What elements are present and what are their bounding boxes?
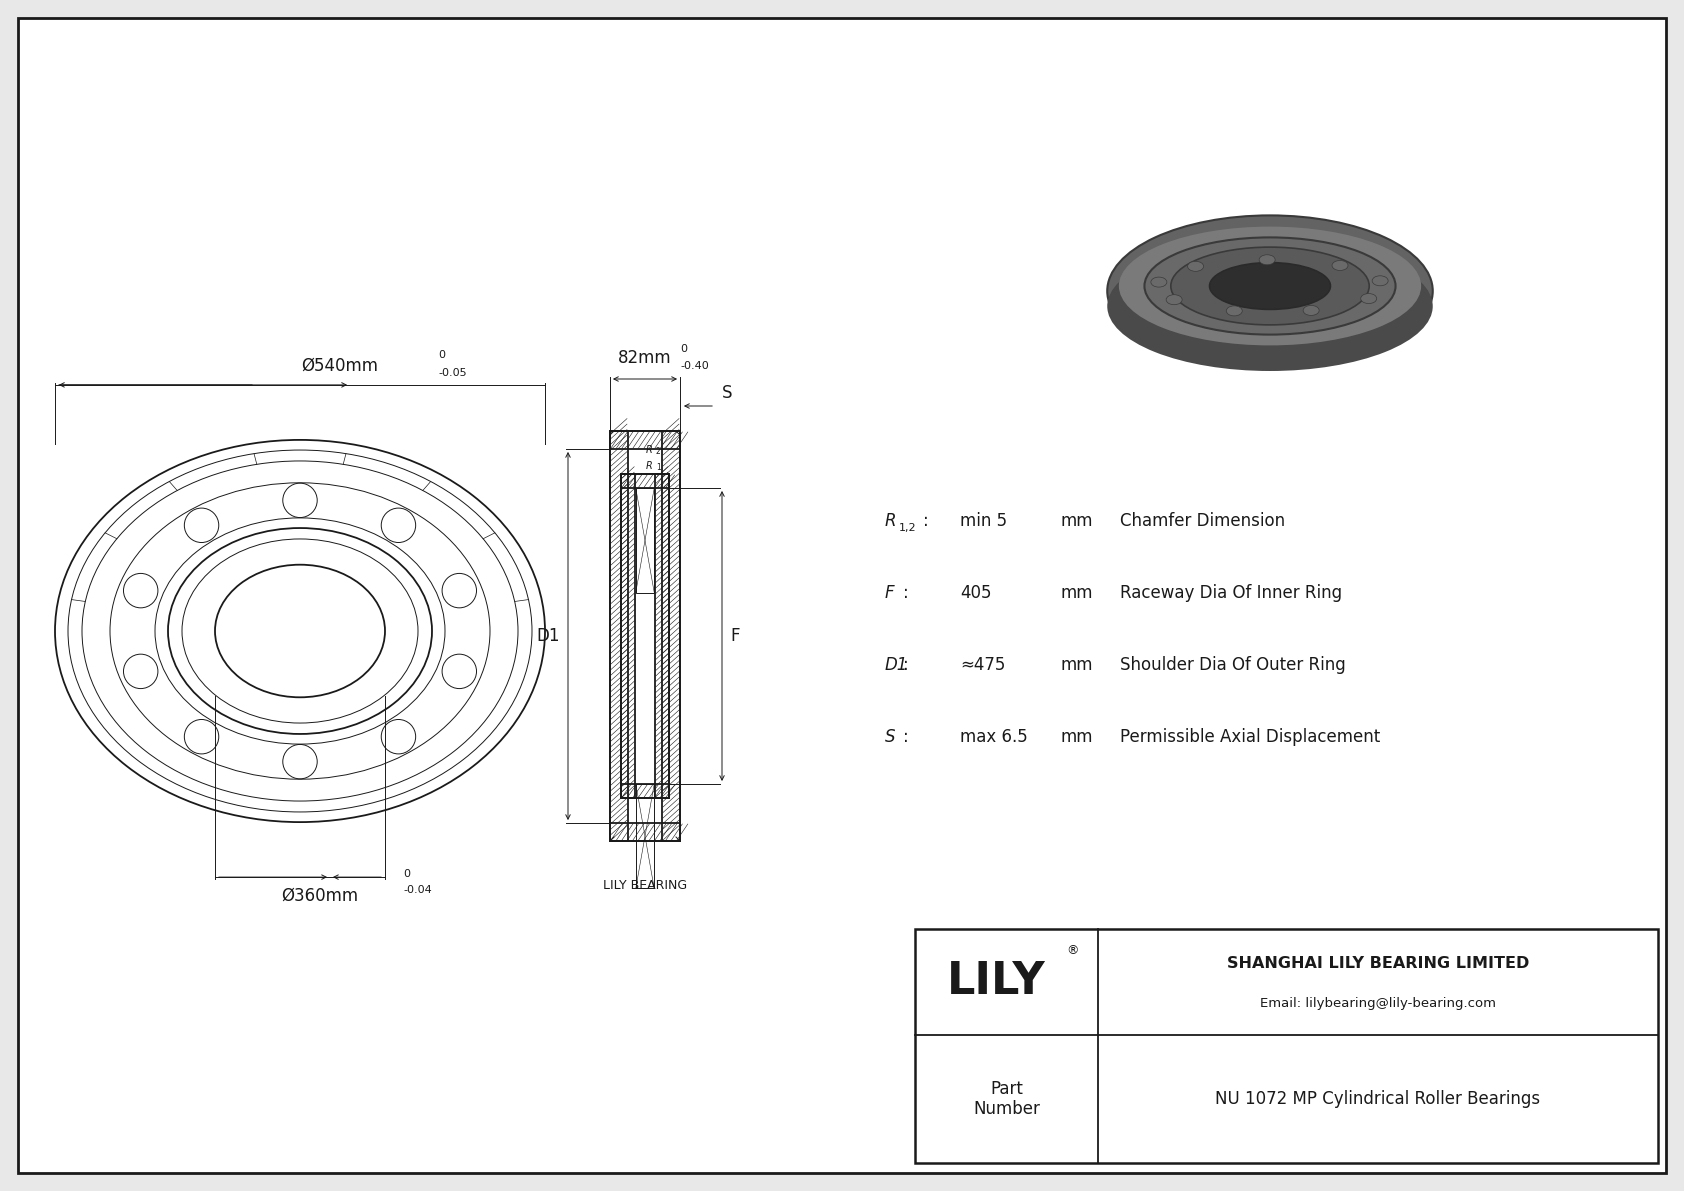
- Bar: [914, 929, 1659, 1162]
- Ellipse shape: [1145, 237, 1396, 335]
- Bar: [610, 431, 680, 449]
- Text: S: S: [886, 728, 896, 746]
- Ellipse shape: [1150, 278, 1167, 287]
- Ellipse shape: [1187, 261, 1204, 272]
- Text: Ø540mm: Ø540mm: [301, 357, 379, 375]
- Ellipse shape: [1372, 276, 1388, 286]
- Ellipse shape: [1303, 305, 1319, 316]
- Text: Email: lilybearing@lily-bearing.com: Email: lilybearing@lily-bearing.com: [1260, 998, 1495, 1010]
- Ellipse shape: [1118, 226, 1421, 345]
- Bar: [637, 784, 655, 888]
- Text: ≈475: ≈475: [960, 656, 1005, 674]
- Text: Ø360mm: Ø360mm: [281, 887, 359, 905]
- Text: Raceway Dia Of Inner Ring: Raceway Dia Of Inner Ring: [1120, 584, 1342, 601]
- Ellipse shape: [1165, 294, 1182, 305]
- Text: LILY: LILY: [946, 960, 1046, 1004]
- Text: F: F: [886, 584, 894, 601]
- Text: :: :: [903, 584, 909, 601]
- Ellipse shape: [1361, 293, 1378, 304]
- Bar: [662, 431, 680, 841]
- Text: 0: 0: [402, 869, 409, 879]
- Text: Chamfer Dimension: Chamfer Dimension: [1120, 512, 1285, 530]
- Text: Part
Number: Part Number: [973, 1079, 1041, 1118]
- Text: R: R: [886, 512, 896, 530]
- Text: max 6.5: max 6.5: [960, 728, 1027, 746]
- Ellipse shape: [1108, 242, 1433, 372]
- Text: S: S: [722, 384, 733, 403]
- Bar: [621, 474, 635, 798]
- Text: F: F: [729, 626, 739, 646]
- Text: R: R: [647, 461, 653, 470]
- Ellipse shape: [1260, 255, 1275, 264]
- Ellipse shape: [1170, 247, 1369, 325]
- Text: -0.40: -0.40: [680, 361, 709, 372]
- Bar: [637, 488, 655, 593]
- Bar: [610, 431, 628, 841]
- Text: mm: mm: [1059, 584, 1093, 601]
- Text: :: :: [903, 656, 909, 674]
- Text: min 5: min 5: [960, 512, 1007, 530]
- Text: Permissible Axial Displacement: Permissible Axial Displacement: [1120, 728, 1381, 746]
- Bar: [621, 784, 669, 798]
- Text: 82mm: 82mm: [618, 349, 672, 367]
- Bar: [655, 474, 669, 798]
- Text: 1: 1: [657, 463, 660, 472]
- Text: 2: 2: [657, 447, 660, 456]
- Text: 1,2: 1,2: [899, 523, 916, 534]
- Text: NU 1072 MP Cylindrical Roller Bearings: NU 1072 MP Cylindrical Roller Bearings: [1216, 1090, 1541, 1108]
- Text: 0: 0: [438, 350, 445, 360]
- Ellipse shape: [1226, 306, 1243, 316]
- Bar: [621, 474, 669, 798]
- Text: R: R: [647, 445, 653, 455]
- Text: ®: ®: [1066, 944, 1079, 958]
- Text: LILY BEARING: LILY BEARING: [603, 879, 687, 892]
- Text: mm: mm: [1059, 512, 1093, 530]
- Ellipse shape: [1108, 216, 1433, 367]
- Text: Shoulder Dia Of Outer Ring: Shoulder Dia Of Outer Ring: [1120, 656, 1346, 674]
- Text: D1: D1: [886, 656, 908, 674]
- Text: :: :: [923, 512, 930, 530]
- Text: 405: 405: [960, 584, 992, 601]
- Text: SHANGHAI LILY BEARING LIMITED: SHANGHAI LILY BEARING LIMITED: [1228, 956, 1529, 972]
- Ellipse shape: [1209, 262, 1330, 310]
- Bar: [610, 431, 680, 841]
- Text: mm: mm: [1059, 656, 1093, 674]
- Text: D1: D1: [537, 626, 561, 646]
- Text: -0.05: -0.05: [438, 368, 466, 378]
- Bar: [610, 823, 680, 841]
- Text: mm: mm: [1059, 728, 1093, 746]
- Text: 0: 0: [680, 344, 687, 354]
- Text: :: :: [903, 728, 909, 746]
- Ellipse shape: [1332, 261, 1347, 270]
- Bar: [621, 474, 669, 488]
- Text: -0.04: -0.04: [402, 885, 431, 896]
